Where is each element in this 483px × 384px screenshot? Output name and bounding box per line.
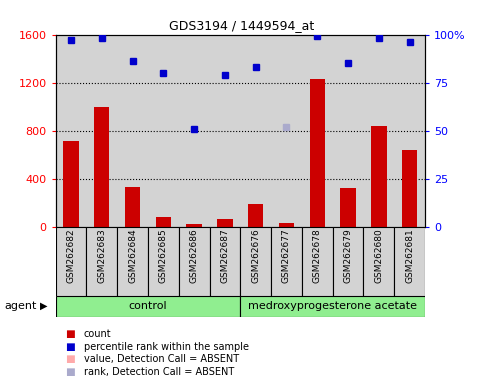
Bar	[117, 227, 148, 296]
Bar	[364, 227, 394, 296]
Bar	[86, 227, 117, 296]
Bar	[148, 35, 179, 227]
Text: GSM262686: GSM262686	[190, 228, 199, 283]
Text: ■: ■	[65, 329, 75, 339]
Bar	[240, 227, 271, 296]
Bar	[63, 141, 79, 227]
Text: GDS3194 / 1449594_at: GDS3194 / 1449594_at	[169, 19, 314, 32]
Bar	[341, 188, 356, 227]
Bar	[179, 35, 210, 227]
Bar	[371, 126, 386, 227]
Bar	[217, 219, 233, 227]
Text: agent: agent	[5, 301, 37, 311]
Bar	[271, 227, 302, 296]
Bar	[271, 35, 302, 227]
Text: count: count	[84, 329, 111, 339]
Bar	[156, 217, 171, 227]
Bar	[333, 35, 364, 227]
Text: GSM262680: GSM262680	[374, 228, 384, 283]
Text: GSM262684: GSM262684	[128, 228, 137, 283]
Text: medroxyprogesterone acetate: medroxyprogesterone acetate	[248, 301, 417, 311]
Bar	[302, 35, 333, 227]
Text: ■: ■	[65, 354, 75, 364]
Bar	[310, 79, 325, 227]
Text: control: control	[128, 301, 167, 311]
Bar	[210, 35, 240, 227]
Bar	[402, 150, 417, 227]
Bar	[240, 35, 271, 227]
Text: value, Detection Call = ABSENT: value, Detection Call = ABSENT	[84, 354, 239, 364]
Text: GSM262678: GSM262678	[313, 228, 322, 283]
Text: ■: ■	[65, 367, 75, 377]
Bar	[279, 223, 294, 227]
Bar	[394, 227, 425, 296]
Bar	[125, 187, 140, 227]
Text: GSM262677: GSM262677	[282, 228, 291, 283]
Text: GSM262687: GSM262687	[220, 228, 229, 283]
Bar	[94, 107, 110, 227]
Bar	[179, 227, 210, 296]
Text: rank, Detection Call = ABSENT: rank, Detection Call = ABSENT	[84, 367, 234, 377]
Bar	[364, 35, 394, 227]
Text: ▶: ▶	[40, 301, 47, 311]
Bar	[56, 296, 241, 317]
Bar	[333, 227, 364, 296]
Text: GSM262679: GSM262679	[343, 228, 353, 283]
Text: percentile rank within the sample: percentile rank within the sample	[84, 342, 249, 352]
Text: GSM262676: GSM262676	[251, 228, 260, 283]
Text: GSM262685: GSM262685	[159, 228, 168, 283]
Text: GSM262682: GSM262682	[67, 228, 75, 283]
Text: GSM262683: GSM262683	[97, 228, 106, 283]
Bar	[394, 35, 425, 227]
Text: ■: ■	[65, 342, 75, 352]
Bar	[148, 227, 179, 296]
Bar	[86, 35, 117, 227]
Bar	[240, 296, 425, 317]
Text: GSM262681: GSM262681	[405, 228, 414, 283]
Bar	[186, 224, 202, 227]
Bar	[56, 35, 86, 227]
Bar	[248, 204, 263, 227]
Bar	[56, 227, 86, 296]
Bar	[302, 227, 333, 296]
Bar	[210, 227, 240, 296]
Bar	[117, 35, 148, 227]
